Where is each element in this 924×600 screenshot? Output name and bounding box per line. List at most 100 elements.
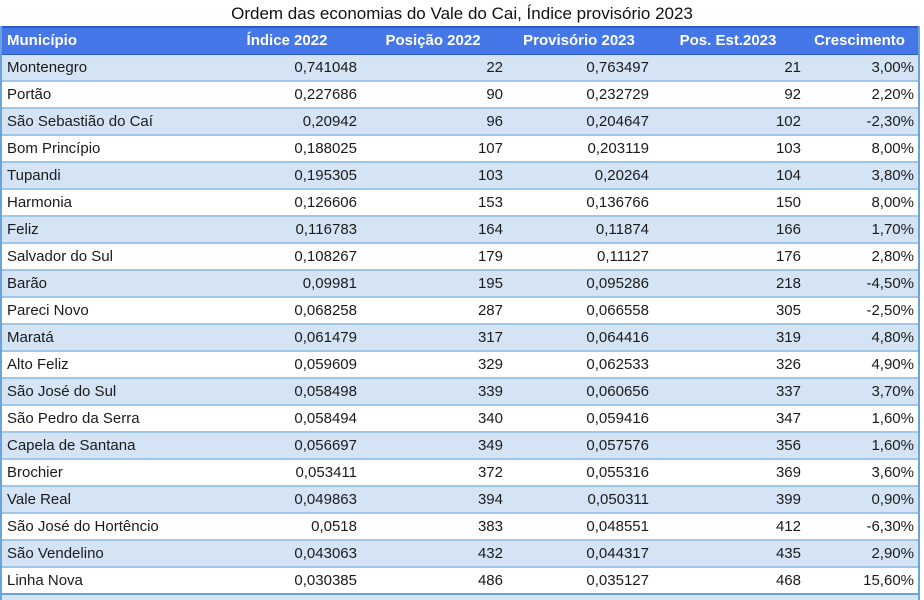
column-header-indice-2022[interactable]: Índice 2022 [217,26,363,55]
cell-pos-est-2023[interactable]: 21 [655,54,807,82]
column-header-crescimento[interactable]: Crescimento [807,26,918,55]
column-header-pos-est-2023[interactable]: Pos. Est.2023 [655,26,807,55]
cell-provisorio-2023[interactable]: 0,060656 [509,378,655,406]
cell-pos-est-2023[interactable]: 468 [655,567,807,595]
cell-indice-2022[interactable]: 0,056697 [217,432,363,460]
cell-posicao-2022[interactable]: 432 [363,540,509,568]
cell-municipality[interactable]: São Sebastião do Caí [2,108,217,136]
cell-indice-2022[interactable]: 0,049863 [217,486,363,514]
cell-posicao-2022[interactable]: 164 [363,216,509,244]
cell-crescimento[interactable]: 3,70% [807,378,918,406]
cell-municipality[interactable]: Tupandi [2,162,217,190]
cell-crescimento[interactable]: -2,30% [807,108,918,136]
cell-municipality[interactable]: Brochier [2,459,217,487]
cell-municipality[interactable]: Maratá [2,324,217,352]
cell-crescimento[interactable]: 3,60% [807,459,918,487]
cell-crescimento[interactable]: 4,90% [807,351,918,379]
cell-provisorio-2023[interactable]: 0,203119 [509,135,655,163]
cell-provisorio-2023[interactable]: 0,064416 [509,324,655,352]
cell-indice-2022[interactable]: 0,126606 [217,189,363,217]
cell-posicao-2022[interactable]: 317 [363,324,509,352]
cell-provisorio-2023[interactable]: 0,11127 [509,243,655,271]
column-header-posicao-2022[interactable]: Posição 2022 [363,26,509,55]
cell-indice-2022[interactable]: 0,108267 [217,243,363,271]
cell-crescimento[interactable]: 8,00% [807,135,918,163]
cell-indice-2022[interactable]: 0,058494 [217,405,363,433]
cell-posicao-2022[interactable]: 96 [363,108,509,136]
cell-crescimento[interactable]: 1,60% [807,432,918,460]
cell-municipality[interactable]: São Pedro da Serra [2,405,217,433]
column-header-municipio[interactable]: Município [2,26,217,55]
cell-posicao-2022[interactable]: 179 [363,243,509,271]
cell-pos-est-2023[interactable]: 399 [655,486,807,514]
cell-indice-2022[interactable]: 0,043063 [217,540,363,568]
cell-provisorio-2023[interactable]: 0,057576 [509,432,655,460]
cell-posicao-2022[interactable]: 22 [363,54,509,82]
cell-posicao-2022[interactable]: 329 [363,351,509,379]
cell-crescimento[interactable]: 8,00% [807,189,918,217]
cell-provisorio-2023[interactable]: 0,050311 [509,486,655,514]
cell-posicao-2022[interactable]: 372 [363,459,509,487]
cell-indice-2022[interactable]: 0,741048 [217,54,363,82]
cell-pos-est-2023[interactable]: 218 [655,270,807,298]
cell-municipality[interactable]: Linha Nova [2,567,217,595]
cell-provisorio-2023[interactable]: 0,055316 [509,459,655,487]
cell-crescimento[interactable]: 0,90% [807,486,918,514]
cell-municipality[interactable]: Capela de Santana [2,432,217,460]
cell-municipality[interactable]: Feliz [2,216,217,244]
cell-crescimento[interactable]: 3,80% [807,162,918,190]
cell-municipality[interactable]: São Vendelino [2,540,217,568]
cell-indice-2022[interactable]: 0,188025 [217,135,363,163]
cell-municipality[interactable]: Portão [2,81,217,109]
cell-provisorio-2023[interactable]: 0,059416 [509,405,655,433]
cell-crescimento[interactable]: 15,60% [807,567,918,595]
cell-indice-2022[interactable]: 0,058498 [217,378,363,406]
cell-indice-2022[interactable]: 0,0518 [217,513,363,541]
cell-pos-est-2023[interactable]: 337 [655,378,807,406]
cell-posicao-2022[interactable]: 340 [363,405,509,433]
cell-posicao-2022[interactable]: 195 [363,270,509,298]
cell-pos-est-2023[interactable]: 166 [655,216,807,244]
cell-provisorio-2023[interactable]: 0,066558 [509,297,655,325]
cell-crescimento[interactable]: -2,50% [807,297,918,325]
cell-provisorio-2023[interactable]: 0,232729 [509,81,655,109]
cell-provisorio-2023[interactable]: 0,035127 [509,567,655,595]
cell-municipality[interactable]: Barão [2,270,217,298]
cell-municipality[interactable]: Montenegro [2,54,217,82]
cell-municipality[interactable]: Vale Real [2,486,217,514]
cell-crescimento[interactable]: 3,00% [807,54,918,82]
cell-pos-est-2023[interactable]: 319 [655,324,807,352]
cell-pos-est-2023[interactable]: 176 [655,243,807,271]
cell-municipality[interactable]: Harmonia [2,189,217,217]
cell-indice-2022[interactable]: 0,195305 [217,162,363,190]
cell-pos-est-2023[interactable]: 326 [655,351,807,379]
cell-indice-2022[interactable]: 0,068258 [217,297,363,325]
cell-pos-est-2023[interactable]: 104 [655,162,807,190]
cell-crescimento[interactable]: 1,70% [807,216,918,244]
cell-posicao-2022[interactable]: 339 [363,378,509,406]
cell-posicao-2022[interactable]: 107 [363,135,509,163]
cell-provisorio-2023[interactable]: 0,095286 [509,270,655,298]
cell-crescimento[interactable]: -6,30% [807,513,918,541]
cell-pos-est-2023[interactable]: 347 [655,405,807,433]
cell-crescimento[interactable]: 1,60% [807,405,918,433]
cell-pos-est-2023[interactable]: 305 [655,297,807,325]
cell-pos-est-2023[interactable]: 356 [655,432,807,460]
cell-posicao-2022[interactable]: 103 [363,162,509,190]
cell-municipality[interactable]: Pareci Novo [2,297,217,325]
cell-posicao-2022[interactable]: 349 [363,432,509,460]
cell-pos-est-2023[interactable]: 92 [655,81,807,109]
cell-provisorio-2023[interactable]: 0,136766 [509,189,655,217]
cell-municipality[interactable]: São José do Sul [2,378,217,406]
cell-pos-est-2023[interactable]: 103 [655,135,807,163]
cell-crescimento[interactable]: 4,80% [807,324,918,352]
cell-municipality[interactable]: São José do Hortêncio [2,513,217,541]
cell-posicao-2022[interactable]: 383 [363,513,509,541]
cell-indice-2022[interactable]: 0,053411 [217,459,363,487]
cell-indice-2022[interactable]: 0,030385 [217,567,363,595]
cell-provisorio-2023[interactable]: 0,048551 [509,513,655,541]
cell-indice-2022[interactable]: 0,227686 [217,81,363,109]
cell-posicao-2022[interactable]: 486 [363,567,509,595]
cell-provisorio-2023[interactable]: 0,044317 [509,540,655,568]
cell-crescimento[interactable]: 2,20% [807,81,918,109]
